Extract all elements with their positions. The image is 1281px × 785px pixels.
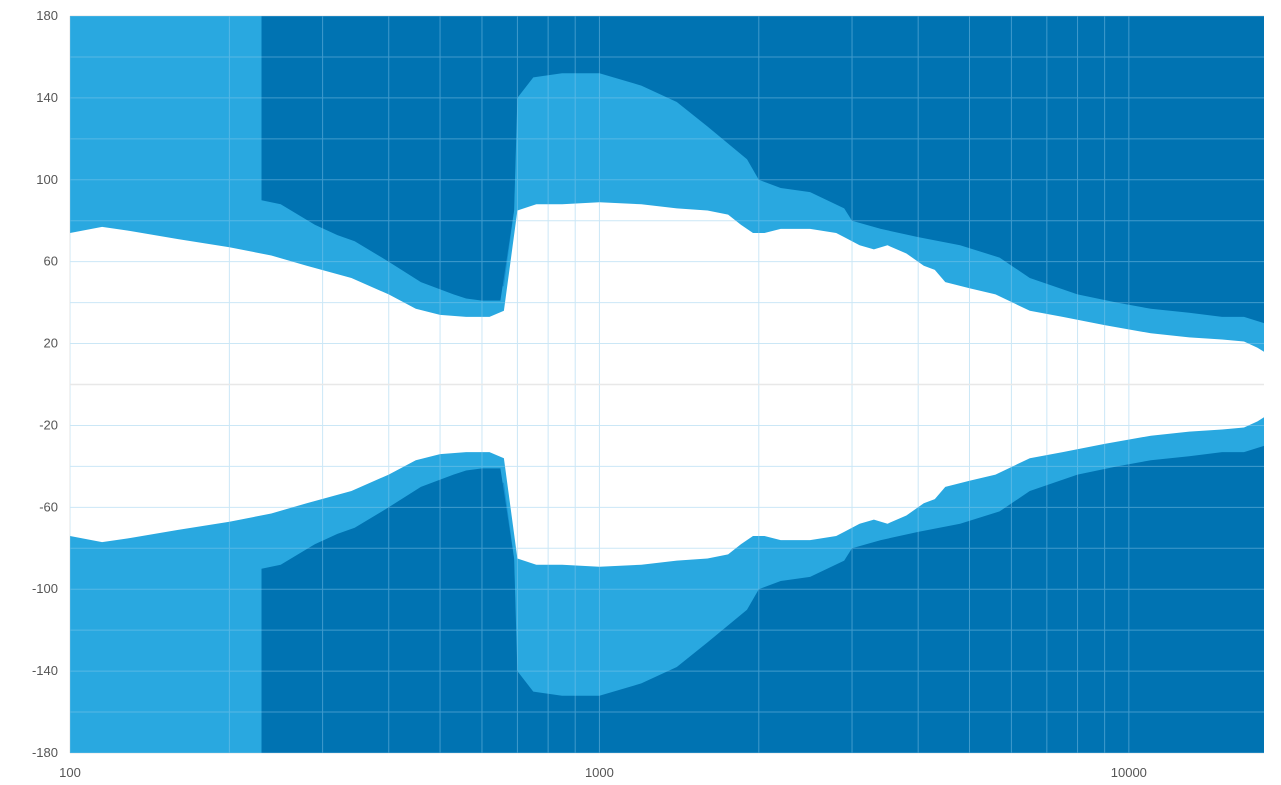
x-tick-label: 100 <box>59 765 81 780</box>
y-tick-label: -100 <box>32 581 58 596</box>
band-inner <box>70 16 1264 753</box>
phase-bands <box>70 16 1264 753</box>
y-tick-label: 180 <box>36 8 58 23</box>
x-tick-label: 1000 <box>585 765 614 780</box>
y-tick-label: -180 <box>32 745 58 760</box>
y-tick-label: -140 <box>32 663 58 678</box>
y-tick-label: -60 <box>39 499 58 514</box>
y-tick-label: 100 <box>36 172 58 187</box>
y-tick-label: 20 <box>44 336 58 351</box>
x-tick-label: 10000 <box>1111 765 1147 780</box>
y-tick-label: 60 <box>44 254 58 269</box>
y-tick-label: 140 <box>36 90 58 105</box>
y-tick-label: -20 <box>39 417 58 432</box>
